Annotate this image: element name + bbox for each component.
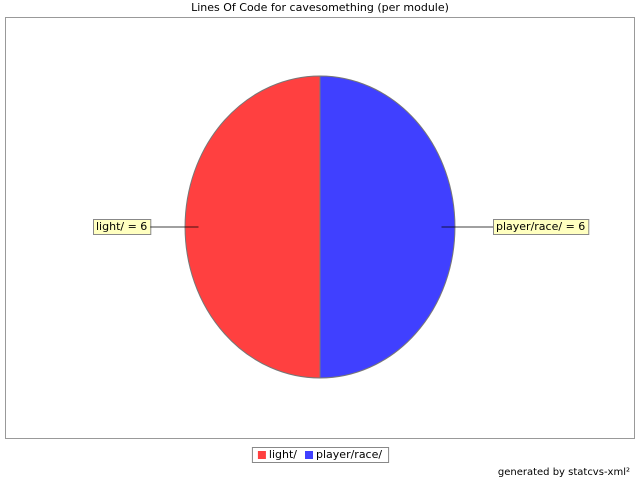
- label-box: [493, 219, 590, 235]
- slice-label: player/race/ = 6: [496, 220, 585, 233]
- legend: light/player/race/: [251, 447, 390, 463]
- chart-title: Lines Of Code for cavesomething (per mod…: [191, 1, 449, 14]
- legend-swatch: [257, 451, 266, 459]
- slice-label: light/ = 6: [96, 220, 147, 233]
- legend-box: [251, 447, 390, 463]
- legend-label: light/: [269, 448, 297, 461]
- credit: generated by statcvs-xml²: [498, 467, 630, 478]
- legend-label: player/race/: [316, 448, 382, 461]
- legend-swatch: [305, 451, 314, 459]
